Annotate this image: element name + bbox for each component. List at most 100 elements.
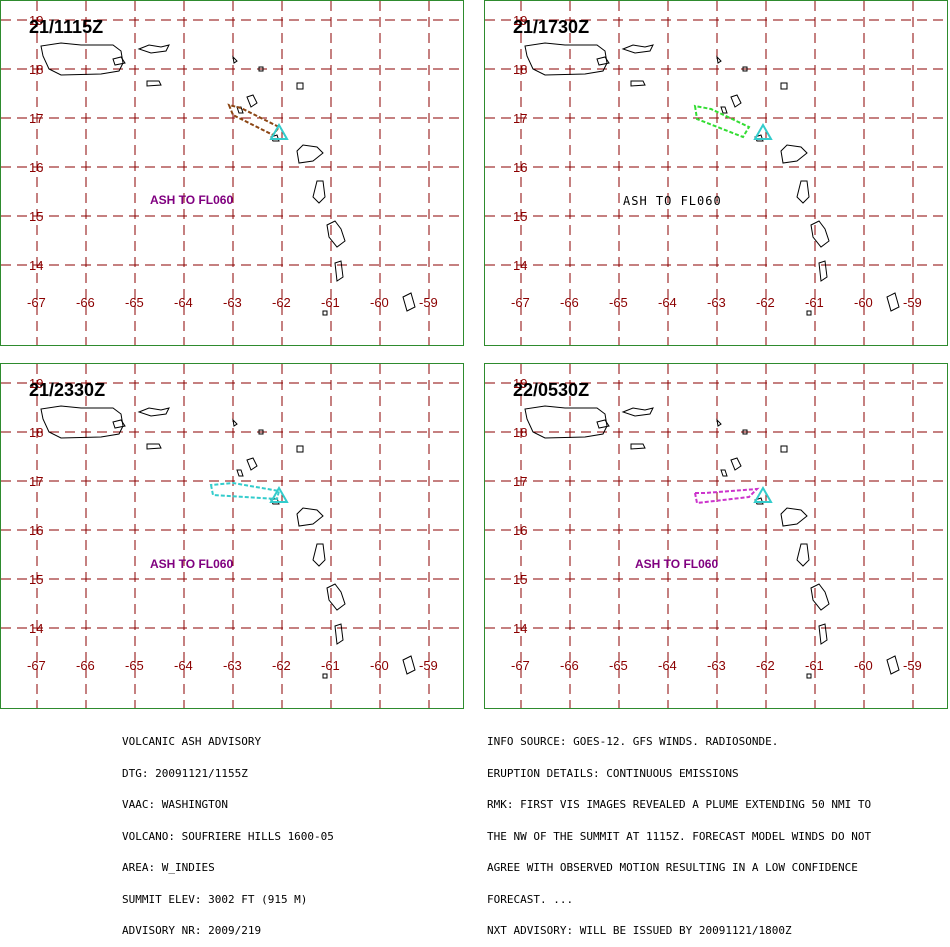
longitude-label: -60 (370, 658, 389, 673)
longitude-label: -60 (854, 658, 873, 673)
latitude-label: 19 (29, 13, 43, 28)
island-outline (796, 180, 810, 204)
latitude-label: 18 (29, 62, 43, 77)
island-outline (137, 407, 170, 417)
latitude-label: 17 (513, 474, 527, 489)
island-outline (146, 443, 162, 450)
island-outline (810, 583, 830, 611)
island-outline (232, 418, 238, 427)
island-outline (524, 42, 608, 76)
island-outline (246, 94, 258, 108)
island-outline (312, 543, 326, 567)
island-outline (886, 292, 900, 312)
longitude-label: -62 (272, 658, 291, 673)
map-canvas: 19 18 17 16 15 14 -67 -66 -65 -64 -63 -62 -61 -60 -59 (485, 1, 947, 345)
advisory-title: VOLCANIC ASH ADVISORY (122, 735, 262, 748)
latitude-label: 19 (513, 13, 527, 28)
island-outline (742, 429, 748, 435)
longitude-label: -65 (125, 658, 144, 673)
island-outline (258, 66, 264, 72)
island-outline (730, 94, 742, 108)
advisory-remark-line: AGREE WITH OBSERVED MOTION RESULTING IN … (487, 861, 858, 874)
latitude-label: 16 (513, 160, 527, 175)
longitude-label: -63 (223, 658, 242, 673)
latitude-label: 16 (513, 523, 527, 538)
island-outline (780, 445, 788, 453)
advisory-remark-line: FORECAST. ... (487, 892, 574, 906)
longitude-label: -63 (707, 658, 726, 673)
island-outline (780, 144, 808, 164)
longitude-label: -59 (903, 295, 922, 310)
longitude-label: -66 (560, 658, 579, 673)
advisory-info-source: INFO SOURCE: GOES-12. GFS WINDS. RADIOSO… (487, 735, 779, 748)
advisory-eruption-details: ERUPTION DETAILS: CONTINUOUS EMISSIONS (487, 766, 739, 780)
map-panel-3: 19 18 17 16 15 14 -67 -66 -65 -64 -63 -62 -61 -60 -59 2… (0, 363, 464, 709)
island-outline (296, 507, 324, 527)
longitude-label: -66 (560, 295, 579, 310)
island-outline (621, 407, 654, 417)
latitude-label: 16 (29, 523, 43, 538)
longitude-label: -61 (805, 658, 824, 673)
island-outline (40, 42, 124, 76)
island-outline (40, 405, 124, 439)
advisory-remark-line: RMK: FIRST VIS IMAGES REVEALED A PLUME E… (487, 798, 872, 811)
island-outline (334, 260, 344, 282)
longitude-label: -67 (27, 658, 46, 673)
longitude-label: -59 (419, 295, 438, 310)
island-outline (742, 66, 748, 72)
longitude-label: -64 (658, 658, 677, 673)
island-outline (146, 80, 162, 87)
longitude-label: -60 (370, 295, 389, 310)
ash-altitude-label: ASH TO FL060 (150, 557, 234, 571)
volcano-vent-icon (269, 122, 289, 140)
ash-altitude-label: ASH TO FL060 (635, 557, 719, 571)
map-canvas: 19 18 17 16 15 14 -67 -66 -65 -64 -63 -62 -61 -60 -59 (1, 1, 463, 345)
ash-plume-outline (227, 103, 281, 137)
island-outline (806, 673, 812, 679)
latitude-label: 14 (29, 621, 43, 636)
island-outline (796, 543, 810, 567)
ash-altitude-label: ASH TO FL060 (150, 193, 234, 207)
longitude-label: -59 (419, 658, 438, 673)
longitude-label: -67 (511, 295, 530, 310)
latitude-label: 17 (513, 111, 527, 126)
longitude-label: -65 (125, 295, 144, 310)
island-outline (818, 623, 828, 645)
longitude-label: -62 (272, 295, 291, 310)
ash-plume-outline (693, 104, 751, 139)
latitude-label: 16 (29, 160, 43, 175)
latitude-label: 18 (513, 425, 527, 440)
latitude-label: 15 (29, 572, 43, 587)
volcano-vent-icon (753, 485, 773, 503)
map-panel-2: 19 18 17 16 15 14 -67 -66 -65 -64 -63 -62 -61 -60 -59 2… (484, 0, 948, 346)
latitude-label: 14 (513, 258, 527, 273)
latitude-label: 15 (29, 209, 43, 224)
advisory-dtg: DTG: 20091121/1155Z (122, 766, 248, 780)
latitude-label: 18 (29, 425, 43, 440)
longitude-label: -66 (76, 658, 95, 673)
island-outline (780, 507, 808, 527)
longitude-label: -62 (756, 658, 775, 673)
island-outline (296, 445, 304, 453)
map-panel-1: 19 18 17 16 15 14 -67 -66 -65 -64 -63 -62 -61 -60 -59 2… (0, 0, 464, 346)
valid-time-label: 22/0530Z (513, 380, 590, 400)
island-outline (720, 469, 728, 477)
island-outline (810, 220, 830, 248)
longitude-label: -64 (174, 658, 193, 673)
advisory-number: ADVISORY NR: 2009/219 (122, 924, 262, 937)
island-outline (112, 56, 126, 66)
island-outline (806, 310, 812, 316)
valid-time-label: 21/2330Z (29, 380, 106, 400)
advisory-volcano: VOLCANO: SOUFRIERE HILLS 1600-05 (122, 829, 334, 843)
longitude-label: -64 (174, 295, 193, 310)
island-outline (886, 655, 900, 675)
map-canvas: 19 18 17 16 15 14 -67 -66 -65 -64 -63 -62 -61 -60 -59 (485, 364, 947, 708)
island-outline (716, 55, 722, 64)
ash-plume-outline (209, 481, 281, 501)
island-outline (334, 623, 344, 645)
longitude-label: -66 (76, 295, 95, 310)
ash-plume-outline (693, 487, 760, 505)
island-outline (596, 56, 610, 66)
island-outline (621, 44, 654, 54)
latitude-label: 17 (29, 474, 43, 489)
